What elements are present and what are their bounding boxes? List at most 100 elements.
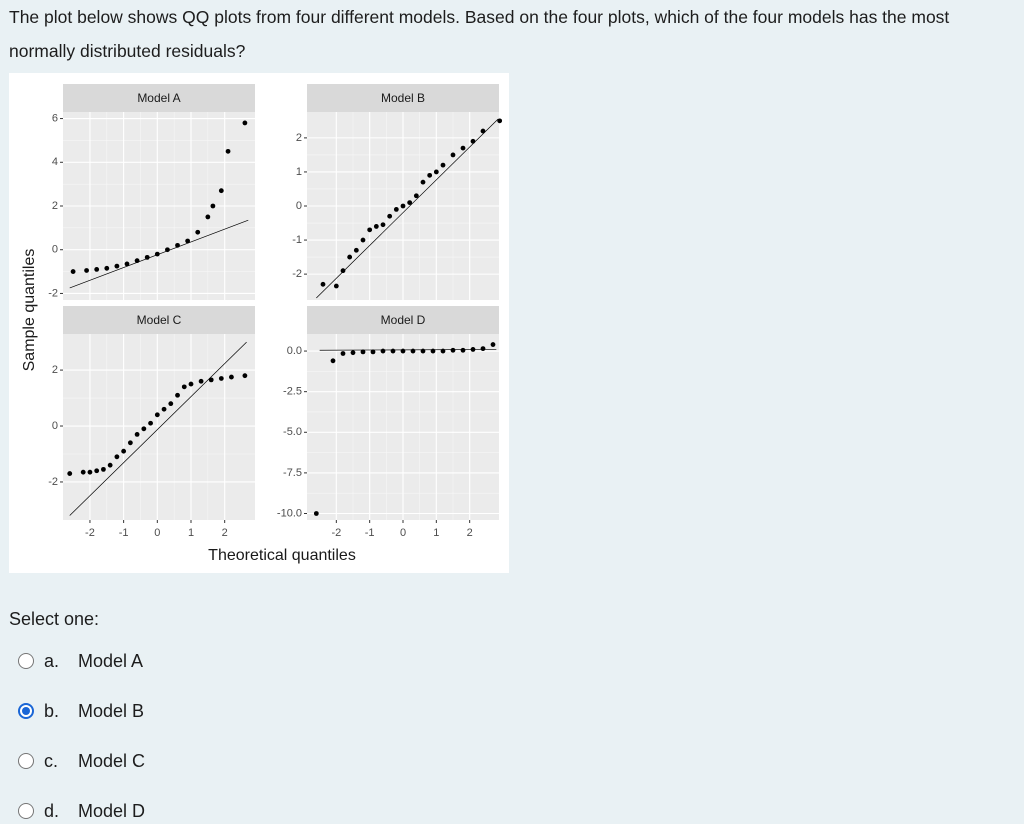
- option-letter: d.: [44, 800, 60, 821]
- reference-line: [69, 341, 247, 516]
- y-tick-label: -5.0: [283, 426, 302, 438]
- radio-button[interactable]: [18, 653, 34, 669]
- qq-point: [218, 188, 224, 194]
- qq-point: [413, 193, 419, 199]
- qq-point: [450, 152, 456, 158]
- qq-point: [460, 145, 466, 151]
- x-tick-label: 2: [467, 527, 473, 539]
- qq-point: [154, 412, 160, 418]
- question: The plot below shows QQ plots from four …: [9, 7, 950, 61]
- x-tick-label: -2: [331, 527, 341, 539]
- qq-point: [433, 169, 439, 175]
- qq-point: [175, 242, 180, 248]
- y-tick-label: 0.0: [287, 345, 302, 357]
- qq-point: [242, 373, 248, 379]
- qq-point: [208, 377, 214, 383]
- option-label: Model C: [78, 750, 146, 771]
- x-tick-label: 0: [154, 527, 160, 539]
- qq-point: [420, 179, 426, 185]
- qq-point: [393, 207, 399, 212]
- y-tick-label: -2: [48, 476, 58, 488]
- strip: [63, 306, 255, 334]
- option-letter: b.: [44, 700, 60, 721]
- y-tick-label: 0: [52, 420, 58, 432]
- qq-point: [104, 265, 110, 271]
- qq-point: [340, 268, 346, 274]
- qq-point: [380, 222, 386, 228]
- qq-point: [185, 238, 191, 244]
- option-label: Model A: [78, 650, 144, 671]
- radio-button[interactable]: [18, 753, 34, 769]
- qq-point: [353, 247, 359, 253]
- x-tick-label: 0: [400, 527, 406, 539]
- qq-point: [427, 172, 433, 178]
- qq-point: [480, 128, 486, 134]
- qq-point: [148, 420, 153, 426]
- qq-point: [127, 440, 133, 446]
- option[interactable]: a. Model A: [18, 648, 143, 674]
- y-tick-label: -2.5: [283, 386, 302, 398]
- qq-point: [84, 268, 89, 273]
- radio-button[interactable]: [18, 803, 34, 819]
- qq-point: [67, 471, 73, 476]
- prompt: Select one:: [9, 609, 100, 629]
- qq-point: [195, 229, 201, 235]
- option-label: Model D: [78, 800, 146, 821]
- qq-point: [121, 448, 127, 454]
- y-axis-title: Sample quantiles: [21, 249, 38, 372]
- qq-point: [165, 247, 170, 253]
- radio-button[interactable]: [18, 703, 34, 719]
- qq-point: [154, 251, 160, 257]
- x-tick-label: 2: [222, 527, 228, 539]
- qq-point: [470, 138, 476, 144]
- qq-point: [210, 203, 216, 209]
- qq-point: [490, 342, 496, 347]
- strip: [307, 84, 499, 112]
- x-axis-title: Theoretical quantiles: [208, 547, 356, 564]
- qq-point: [161, 406, 167, 412]
- qq-point: [175, 392, 180, 398]
- qq-point: [390, 348, 396, 354]
- option[interactable]: c. Model C: [18, 748, 145, 774]
- y-tick-label: -10.0: [277, 507, 302, 519]
- qq-point: [87, 469, 93, 475]
- qq-point: [313, 511, 319, 516]
- qq-point: [360, 349, 366, 355]
- qq-point: [134, 258, 140, 264]
- qq-point: [229, 374, 234, 380]
- qq-point: [430, 348, 436, 354]
- qq-point: [340, 351, 346, 356]
- x-tick-label: 1: [433, 527, 439, 539]
- option[interactable]: d. Model D: [18, 798, 145, 824]
- qq-point: [320, 281, 326, 287]
- option-label: Model B: [78, 700, 145, 721]
- qq-point: [114, 263, 120, 269]
- qq-point: [141, 426, 147, 432]
- y-tick-label: 0: [52, 244, 58, 256]
- option[interactable]: b. Model B: [18, 698, 144, 724]
- reference-line: [319, 349, 497, 351]
- strip: [63, 84, 255, 112]
- qq-point: [450, 347, 456, 353]
- panel-title: Model C: [137, 313, 182, 327]
- qq-point: [70, 269, 76, 274]
- option-letter: a.: [44, 650, 60, 671]
- y-tick-label: 2: [296, 132, 302, 144]
- y-tick-label: 6: [52, 112, 58, 124]
- qq-point: [407, 200, 413, 205]
- qq-point: [333, 283, 339, 289]
- x-tick-label: -1: [365, 527, 375, 539]
- qq-point: [205, 214, 211, 220]
- option-letter: c.: [44, 750, 59, 771]
- panel-title: Model D: [381, 313, 426, 327]
- qq-point: [440, 162, 446, 168]
- y-tick-label: 4: [52, 156, 58, 168]
- qq-point: [400, 348, 406, 354]
- y-tick-label: -7.5: [283, 467, 302, 479]
- qq-point: [497, 118, 503, 124]
- qq-point: [181, 384, 187, 390]
- qq-point: [242, 120, 248, 126]
- qq-point: [367, 227, 373, 233]
- qq-point: [168, 401, 174, 407]
